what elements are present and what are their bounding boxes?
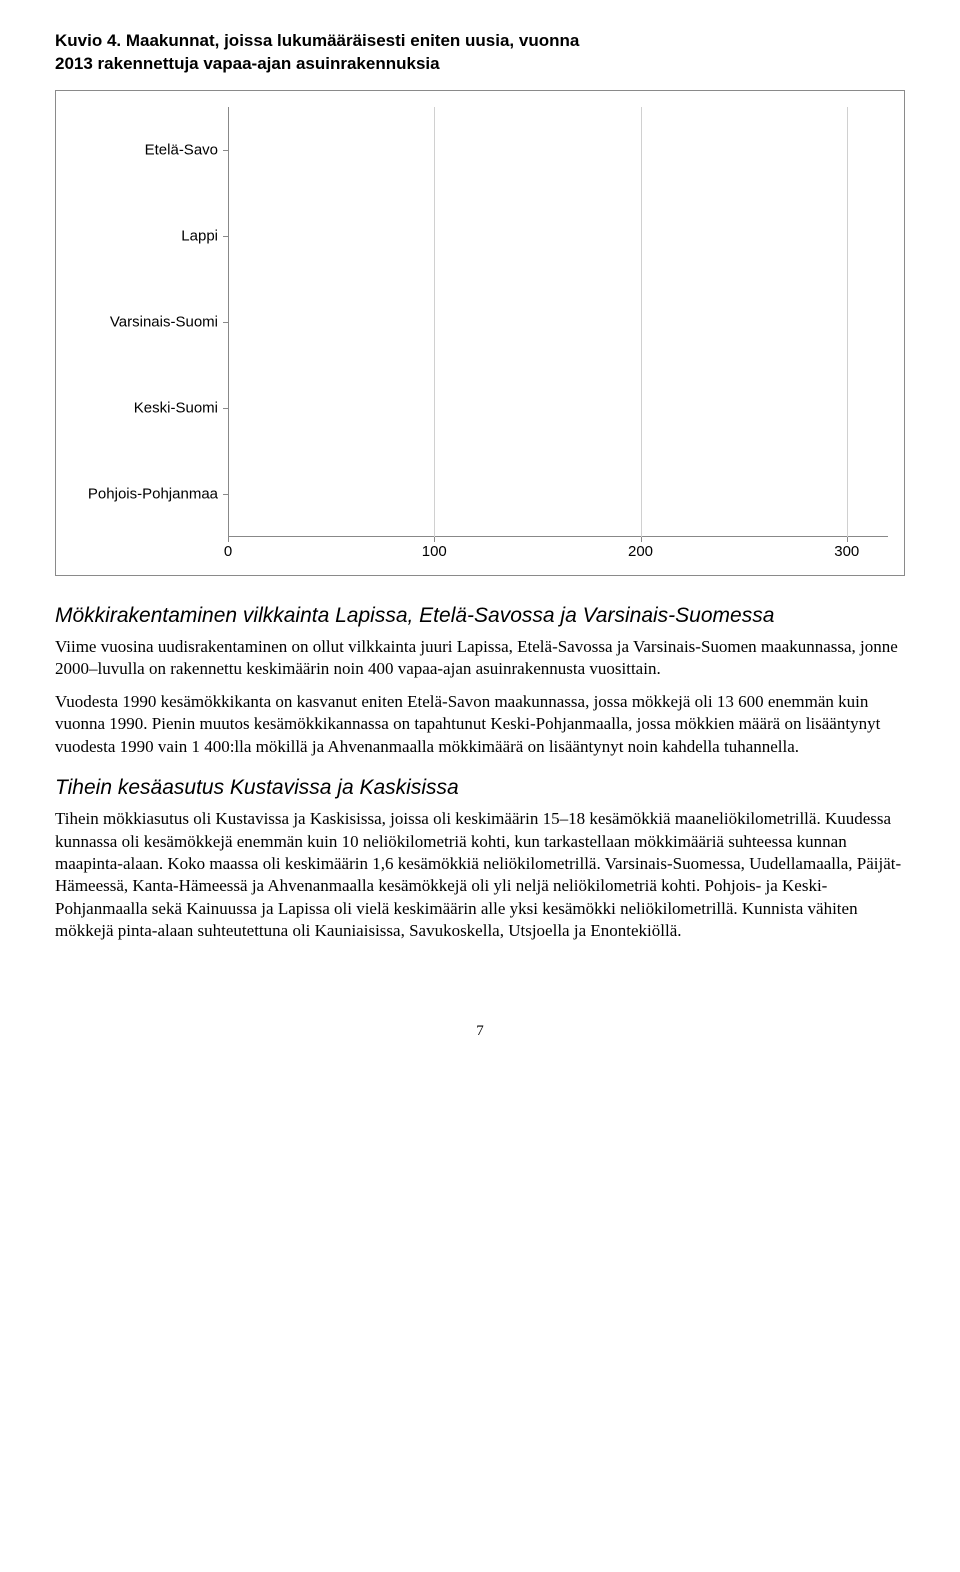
- xtick-label: 100: [422, 543, 447, 560]
- ytick-label: Lappi: [181, 227, 218, 244]
- chart-area: 0 100 200 300 Etelä-Savo Lappi Varsinais-Suomi…: [58, 93, 902, 573]
- figure-title-line1: Kuvio 4. Maakunnat, joissa lukumääräises…: [55, 31, 579, 50]
- section2-para1: Tihein mökkiasutus oli Kustavissa ja Kas…: [55, 808, 905, 943]
- section1-para1: Viime vuosina uudisrakentaminen on ollut…: [55, 636, 905, 681]
- xtick-label: 300: [834, 543, 859, 560]
- page-number: 7: [55, 1023, 905, 1040]
- figure-title-line2: 2013 rakennettuja vapaa-ajan asuinrakenn…: [55, 54, 440, 73]
- section1-para2: Vuodesta 1990 kesämökkikanta on kasvanut…: [55, 691, 905, 758]
- ytick-label: Pohjois-Pohjanmaa: [88, 485, 218, 502]
- ytick-label: Etelä-Savo: [145, 141, 218, 158]
- x-axis-line: [228, 536, 888, 537]
- ytick-mark: [223, 236, 228, 237]
- ytick-mark: [223, 494, 228, 495]
- xtick-mark: [434, 537, 435, 542]
- y-axis-line: [228, 107, 229, 537]
- ytick-label: Varsinais-Suomi: [110, 313, 218, 330]
- ytick-label: Keski-Suomi: [134, 399, 218, 416]
- grid-line: [641, 107, 642, 537]
- ytick-mark: [223, 408, 228, 409]
- figure-title: Kuvio 4. Maakunnat, joissa lukumääräises…: [55, 30, 905, 76]
- xtick-mark: [847, 537, 848, 542]
- section1-heading: Mökkirakentaminen vilkkainta Lapissa, Et…: [55, 604, 905, 628]
- chart-plot: 0100200300Etelä-SavoLappiVarsinais-Suomi…: [228, 107, 888, 537]
- grid-line: [847, 107, 848, 537]
- ytick-mark: [223, 322, 228, 323]
- xtick-mark: [228, 537, 229, 542]
- chart-frame: 0 100 200 300 Etelä-Savo Lappi Varsinais-Suomi…: [55, 90, 905, 576]
- section2-heading: Tihein kesäasutus Kustavissa ja Kaskisis…: [55, 776, 905, 800]
- ytick-mark: [223, 150, 228, 151]
- xtick-label: 0: [224, 543, 232, 560]
- grid-line: [434, 107, 435, 537]
- xtick-label: 200: [628, 543, 653, 560]
- xtick-mark: [641, 537, 642, 542]
